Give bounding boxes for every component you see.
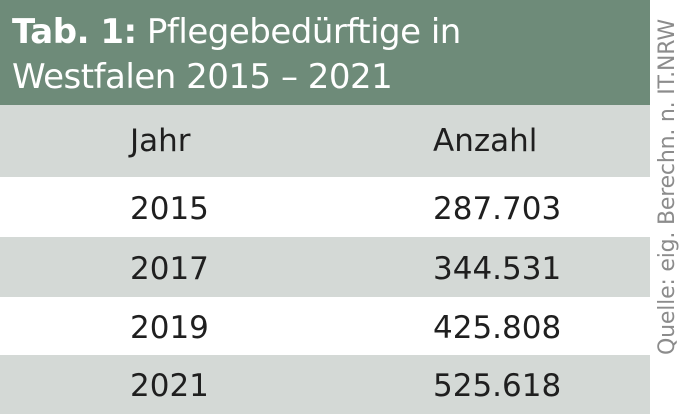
- table-row: 2015 287.703: [0, 177, 650, 237]
- title-prefix: Tab. 1:: [12, 12, 137, 52]
- year-cell: 2021: [130, 368, 209, 404]
- title-line-1: Tab. 1: Pflegebedürftige in: [12, 10, 650, 55]
- count-cell: 525.618: [433, 368, 562, 404]
- column-header-year: Jahr: [130, 123, 191, 159]
- year-cell: 2015: [130, 191, 209, 227]
- source-note: Quelle: eig. Berechn. n. IT.NRW: [652, 0, 685, 414]
- table-title: Tab. 1: Pflegebedürftige in Westfalen 20…: [0, 0, 650, 105]
- data-table: Tab. 1: Pflegebedürftige in Westfalen 20…: [0, 0, 650, 414]
- title-line-2: Westfalen 2015 – 2021: [12, 57, 393, 97]
- count-cell: 287.703: [433, 191, 562, 227]
- table-row: 2019 425.808: [0, 297, 650, 355]
- count-cell: 425.808: [433, 310, 562, 346]
- column-header-count: Anzahl: [433, 123, 538, 159]
- year-cell: 2019: [130, 310, 209, 346]
- count-cell: 344.531: [433, 251, 562, 287]
- title-text: Pflegebedürftige in: [146, 12, 461, 52]
- table-row: 2017 344.531: [0, 237, 650, 297]
- source-text: Quelle: eig. Berechn. n. IT.NRW: [655, 19, 680, 355]
- table-row: 2021 525.618: [0, 355, 650, 414]
- table-header-row: Jahr Anzahl: [0, 105, 650, 177]
- year-cell: 2017: [130, 251, 209, 287]
